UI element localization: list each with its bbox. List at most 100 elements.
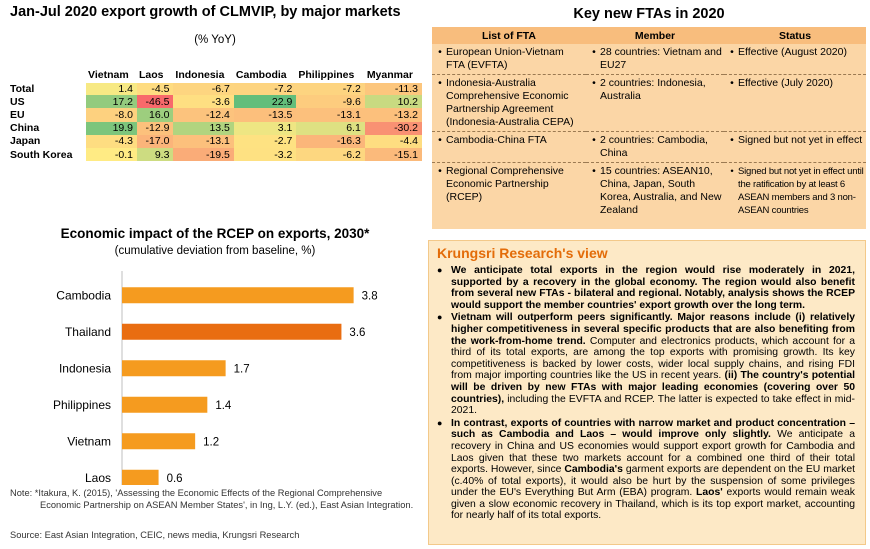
chart-subtitle: (cumulative deviation from baseline, %) [114,245,316,257]
heatmap-table: Vietnam Laos Indonesia Cambodia Philippines M… [8,68,422,162]
fta-name: Indonesia-Australia Comprehensive Econom… [434,77,584,129]
heatmap-cell: -4.5 [137,82,174,96]
heatmap-col-header: Laos [139,68,164,81]
heatmap-cell: 13.5 [173,121,234,135]
heatmap-cell: -4.4 [364,134,422,148]
heatmap-cell: -0.1 [86,147,137,162]
chart-note: Note: *Itakura, K. (2015), 'Assessing th… [10,488,413,511]
heatmap-cell: -13.2 [364,108,422,122]
view-p3-bold3: Laos' [696,487,723,499]
research-view-panel: Krungsri Research's view We anticipate t… [428,240,866,545]
heatmap-cell: 17.2 [86,95,137,109]
fta-header-row: List of FTA Member Status [432,27,866,44]
view-p2-text: Computer and electronics products, which… [451,335,855,382]
note-line-1: Note: *Itakura, K. (2015), 'Assessing th… [10,488,383,498]
heatmap-cell: -13.1 [296,108,365,122]
heatmap-row-label: South Korea [8,147,87,162]
heatmap-cell: -11.3 [364,82,422,96]
bar [122,396,208,413]
heatmap-row: EU -8.0 16.0 -12.4 -13.5 -13.1 -13.2 [8,108,422,122]
heatmap-row-label: Total [8,82,87,96]
fta-title: Key new FTAs in 2020 [573,6,725,22]
heatmap-row: Total 1.4 -4.5 -6.7 -7.2 -7.2 -11.3 [8,82,422,96]
bar-value-label: 1.2 [203,436,219,448]
heatmap-cell: -2.7 [233,134,297,148]
heatmap-col-header: Indonesia [175,68,225,81]
view-p2-bold2: (ii) The country's potential will be dri… [451,370,855,405]
heatmap-corner [8,68,86,82]
heatmap-cell: 16.0 [137,108,174,122]
bar [122,360,226,377]
bar [122,469,159,485]
fta-name: Cambodia-China FTA [434,134,584,147]
rcep-bar-chart: Cambodia 3.8 Thailand 3.6 Indonesia 1.7 Philip… [53,271,378,485]
view-bullet-3: In contrast, exports of countries with n… [437,418,855,522]
heatmap-cell: -8.0 [86,108,137,122]
view-bullet-2: Vietnam will outperform peers significan… [437,312,855,416]
view-p3-text: We anticipate a recovery in China and US… [451,429,855,476]
heatmap-cell: 1.4 [86,82,137,96]
chart-title: Economic impact of the RCEP on exports, … [60,226,370,241]
heatmap-row: China 19.9 -12.9 13.5 3.1 6.1 -30.2 [8,121,422,135]
heatmap-row: South Korea -0.1 9.3 -19.5 -3.2 -6.2 -15.1 [8,147,422,162]
heatmap-cell: -12.9 [137,121,174,135]
heatmap-header-row: Vietnam Laos Indonesia Cambodia Philippines M… [8,68,422,82]
fta-header-member: Member [586,27,724,44]
heatmap-cell: -19.5 [173,147,234,162]
fta-member: 28 countries: Vietnam and EU27 [588,46,722,72]
fta-member: 15 countries: ASEAN10, China, Japan, Sou… [588,165,722,217]
fta-row: Cambodia-China FTA 2 countries: Cambodia… [432,131,866,163]
fta-member: 2 countries: Cambodia, China [588,134,722,160]
fta-row: European Union-Vietnam FTA (EVFTA) 28 co… [432,44,866,75]
heatmap-cell: 10.2 [364,95,422,109]
bar [122,433,196,450]
heatmap-row: US 17.2 -46.5 -3.6 22.9 -9.6 10.2 [8,95,422,109]
view-bullets: We anticipate total exports in the regio… [437,265,855,522]
bar-category-label: Philippines [53,398,111,412]
fta-row: Indonesia-Australia Comprehensive Econom… [432,74,866,132]
fta-header-status: Status [724,27,866,44]
heatmap-cell: -3.2 [233,147,297,162]
view-bullet-1: We anticipate total exports in the regio… [437,265,855,311]
heatmap-cell: -7.2 [296,82,365,96]
fta-row: Regional Comprehensive Economic Partners… [432,162,866,219]
fta-name: Regional Comprehensive Economic Partners… [434,165,584,204]
heatmap-col-header: Philippines [298,68,355,81]
heatmap-col-header: Cambodia [235,68,287,81]
heatmap-cell: 6.1 [296,121,365,135]
heatmap-row-label: China [8,121,87,135]
heatmap-cell: -16.3 [296,134,365,148]
heatmap-cell: -13.5 [233,108,297,122]
bar [122,287,354,304]
fta-header-list: List of FTA [432,27,586,44]
heatmap-row-label: Japan [8,134,87,148]
bar-value-label: 3.6 [349,327,365,339]
view-p2-text2: including the EVFTA and RCEP. The latter… [451,393,855,417]
heatmap-row: Japan -4.3 -17.0 -13.1 -2.7 -16.3 -4.4 [8,134,422,148]
view-p3-text3: exports would remain weak given a slow e… [451,487,855,522]
heatmap-cell: 19.9 [86,121,137,135]
heatmap-cell: -4.3 [86,134,137,148]
heatmap-cell: -46.5 [137,95,174,109]
heatmap-cell: -15.1 [364,147,422,162]
heatmap-col-header: Myanmar [366,68,413,81]
heatmap-cell: -7.2 [233,82,297,96]
heatmap-cell: -9.6 [296,95,365,109]
bar-category-label: Indonesia [59,361,111,375]
view-p3-text2: garment exports are dependent on the EU … [451,464,855,499]
fta-member: 2 countries: Indonesia, Australia [588,77,722,103]
heatmap-cell: -13.1 [173,134,234,148]
heatmap-cell: 3.1 [233,121,297,135]
note-line-2: Economic Partnership on ASEAN Member Sta… [40,499,414,510]
view-p2-bold: Vietnam will outperform peers significan… [451,312,855,347]
heatmap-cell: -12.4 [173,108,234,122]
heatmap-subtitle: (% YoY) [194,34,236,46]
view-p3-bold2: Cambodia's [564,464,623,476]
source-note: Source: East Asian Integration, CEIC, ne… [10,530,300,540]
heatmap-cell: 9.3 [137,147,174,162]
fta-status: Effective (August 2020) [726,46,864,59]
view-p1: We anticipate total exports in the regio… [451,265,855,311]
bar-value-label: 1.4 [215,400,232,412]
bar-value-label: 0.6 [167,473,183,485]
bar-value-label: 3.8 [362,290,378,302]
